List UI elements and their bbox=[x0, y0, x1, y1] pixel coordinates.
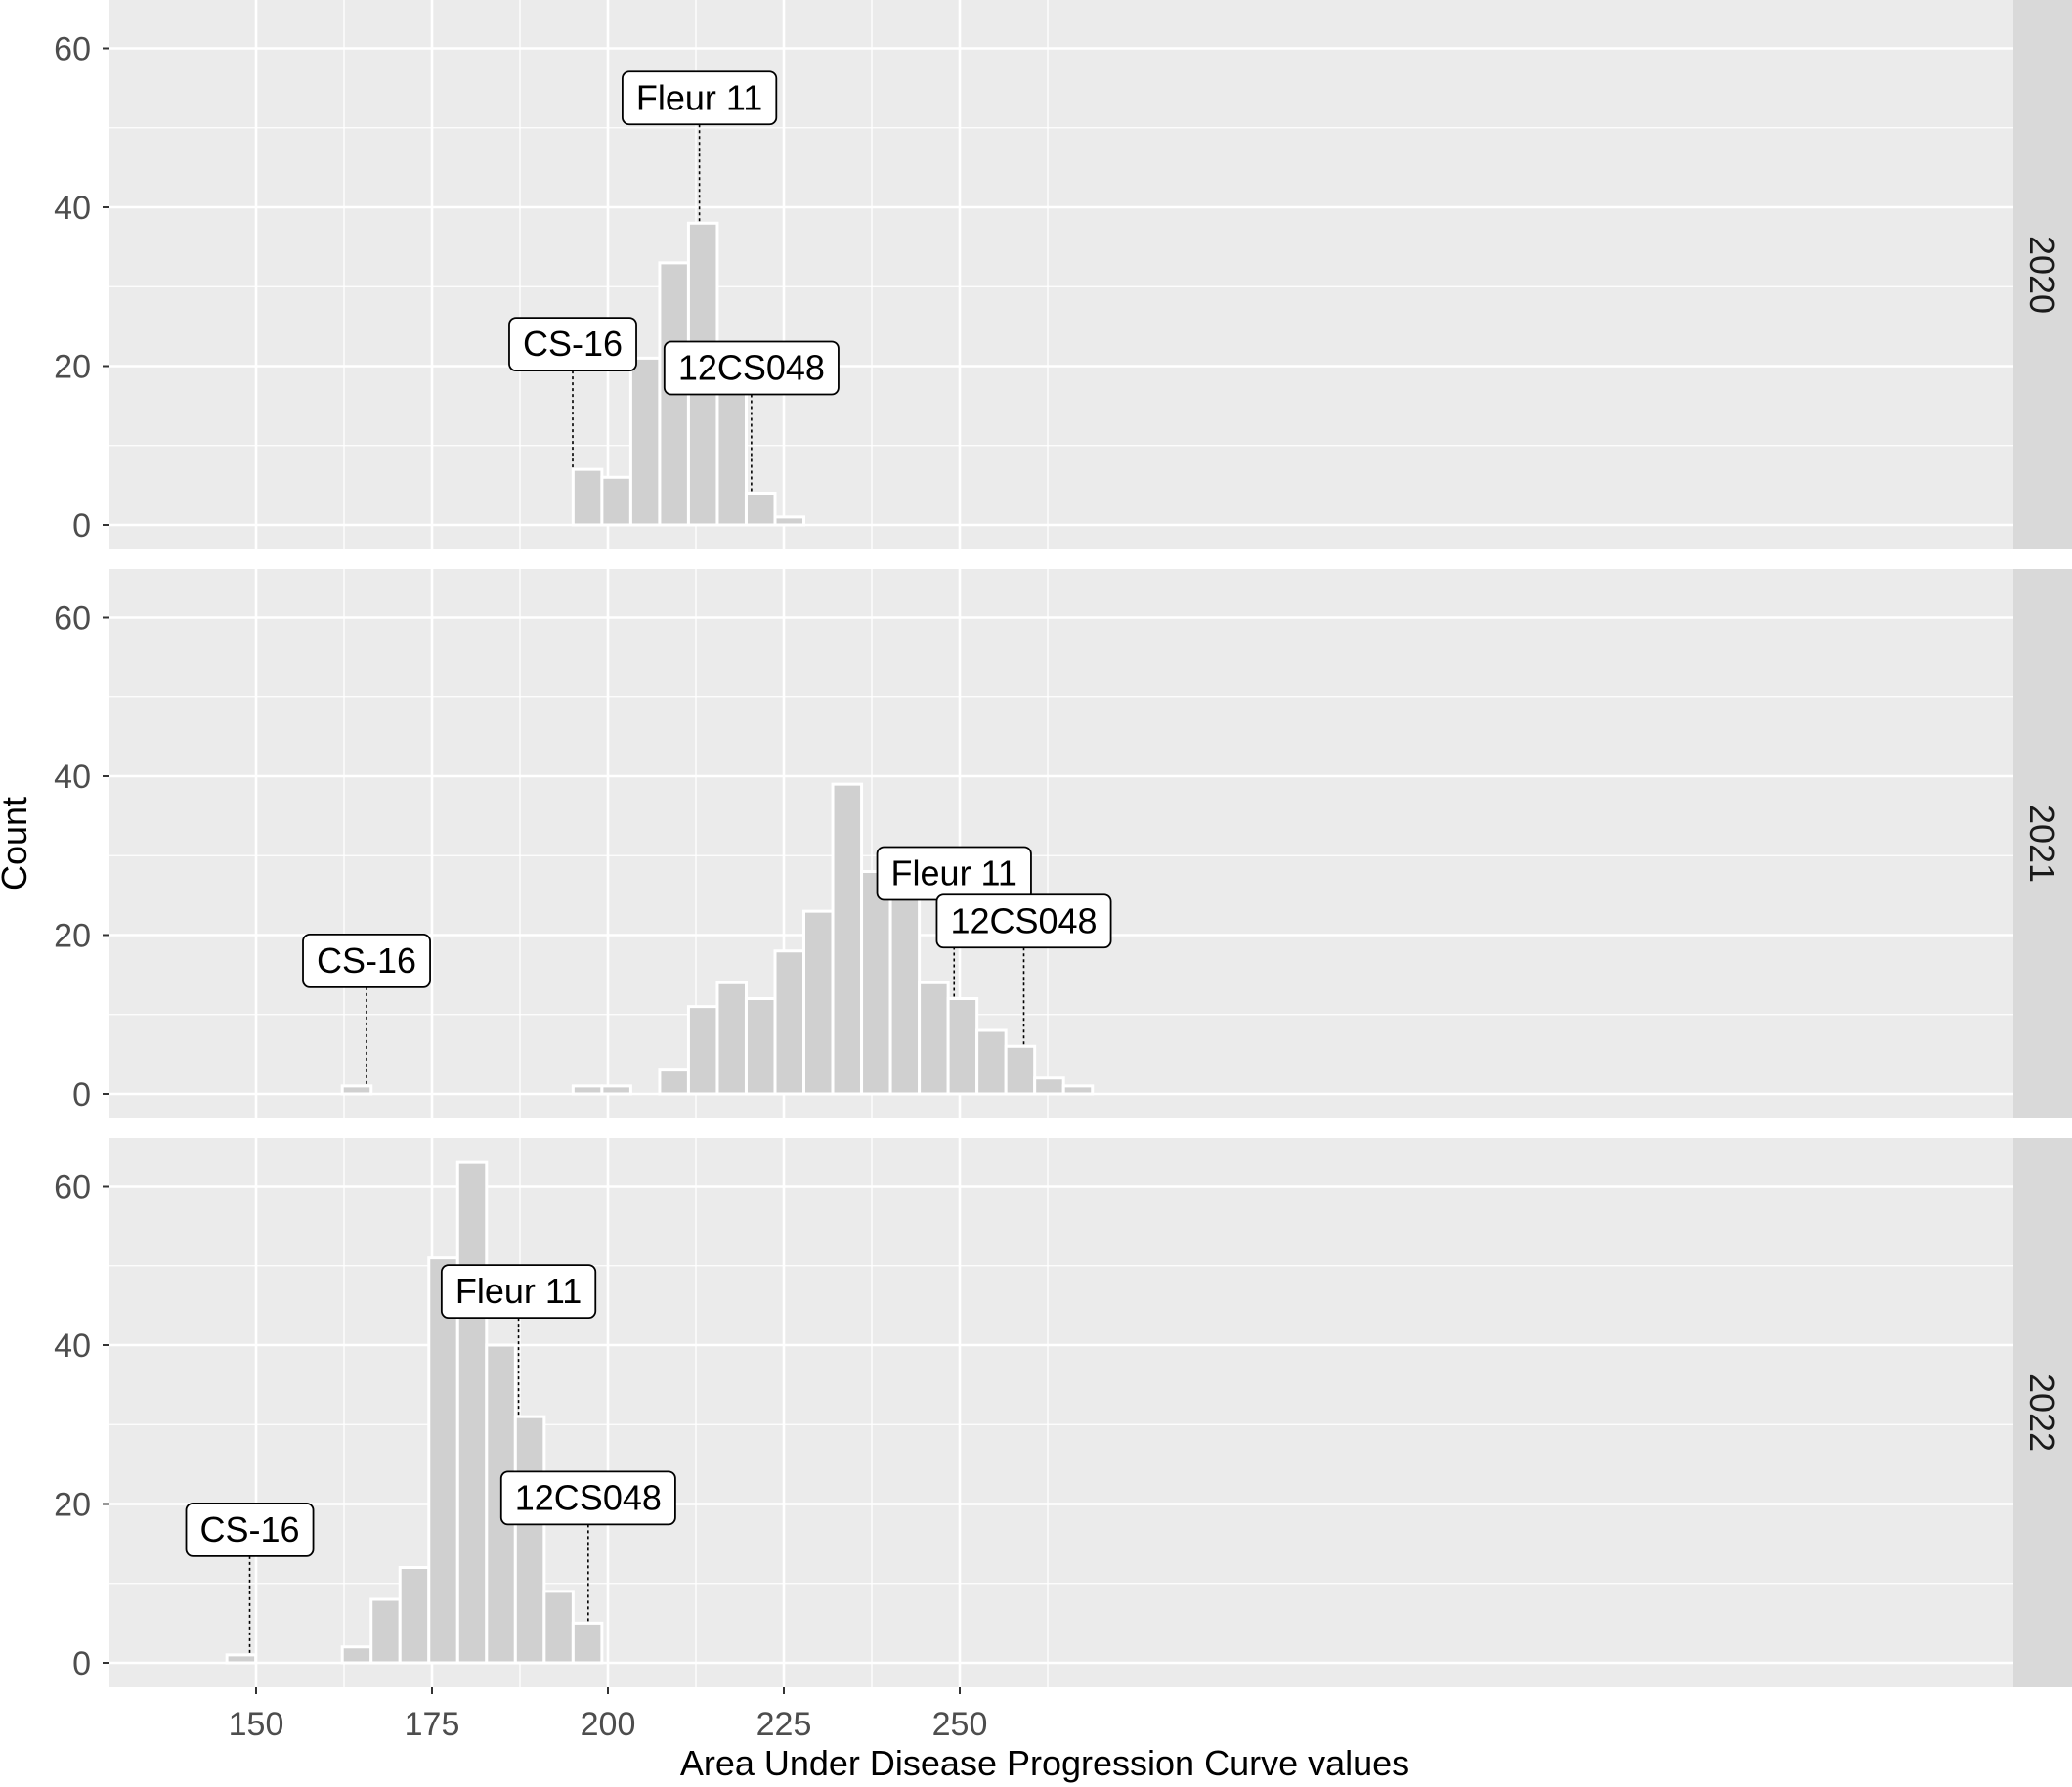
histogram-bar bbox=[744, 492, 777, 527]
y-tick-label: 40 bbox=[54, 190, 91, 227]
x-tick-label: 150 bbox=[229, 1706, 284, 1743]
histogram-bar bbox=[571, 1084, 604, 1096]
facet-strip bbox=[2013, 569, 2072, 1118]
y-tick-label: 0 bbox=[72, 1645, 91, 1682]
histogram-bar bbox=[369, 1597, 402, 1665]
genotype-label-box bbox=[499, 1470, 676, 1526]
genotype-label-text: 12CS048 bbox=[515, 1477, 662, 1517]
histogram-bar bbox=[225, 1653, 258, 1665]
y-tick-label: 40 bbox=[54, 759, 91, 796]
x-axis: 150 175 200 225 250 bbox=[229, 1687, 988, 1743]
histogram-bar bbox=[1004, 1044, 1037, 1096]
facet-panel-2022: 0 20 40 60 2022 CS-16 Fleur 11 12CS048 bbox=[54, 1138, 2072, 1687]
genotype-label-box bbox=[663, 340, 840, 396]
histogram-bar bbox=[715, 981, 748, 1096]
histogram-bar bbox=[427, 1256, 459, 1665]
histogram-bar bbox=[398, 1566, 431, 1665]
facet-strip-label: 2021 bbox=[2022, 805, 2062, 883]
y-tick-label: 60 bbox=[54, 600, 91, 637]
y-axis-title: Count bbox=[0, 797, 34, 891]
facet-strip bbox=[2013, 1138, 2072, 1687]
y-tick-label: 20 bbox=[54, 1487, 91, 1524]
histogram-bar bbox=[686, 1005, 719, 1096]
genotype-label: CS-16 bbox=[302, 933, 431, 1086]
genotype-label-box bbox=[302, 933, 431, 988]
y-tick-label: 40 bbox=[54, 1328, 91, 1365]
genotype-label-box bbox=[935, 894, 1112, 949]
genotype-label-text: Fleur 11 bbox=[455, 1271, 582, 1311]
genotype-label-box bbox=[185, 1502, 315, 1557]
histogram-bar bbox=[1061, 1084, 1095, 1096]
genotype-label: CS-16 bbox=[185, 1502, 315, 1655]
genotype-label: 12CS048 bbox=[663, 340, 840, 494]
histogram-bar bbox=[831, 782, 864, 1096]
histogram-bar bbox=[888, 870, 922, 1096]
facet-strip bbox=[2013, 0, 2072, 549]
y-tick-label: 60 bbox=[54, 1169, 91, 1206]
genotype-label-box bbox=[508, 317, 637, 372]
genotype-label-text: CS-16 bbox=[317, 940, 416, 981]
y-tick-label: 20 bbox=[54, 349, 91, 386]
x-tick-label: 175 bbox=[405, 1706, 460, 1743]
y-tick-label: 0 bbox=[72, 1076, 91, 1113]
facet-panel-2021: 0 20 40 60 2021 CS-16 Fleur 11 12CS048 bbox=[54, 569, 2072, 1118]
genotype-label-box bbox=[621, 70, 778, 126]
histogram-bar bbox=[946, 997, 979, 1096]
y-tick-label: 60 bbox=[54, 31, 91, 68]
x-tick-label: 200 bbox=[581, 1706, 636, 1743]
histogram-bar bbox=[340, 1084, 373, 1096]
histogram-bar bbox=[802, 909, 835, 1096]
genotype-label: Fleur 11 bbox=[440, 1264, 597, 1417]
panel-background bbox=[109, 569, 2013, 1118]
y-tick-label: 20 bbox=[54, 918, 91, 955]
genotype-label-text: Fleur 11 bbox=[636, 77, 762, 117]
genotype-label-text: 12CS048 bbox=[950, 900, 1097, 940]
facet-panel-2020: 0 20 40 60 2020 CS-16 Fleur 11 12CS048 bbox=[54, 0, 2072, 549]
genotype-label-text: CS-16 bbox=[523, 324, 623, 364]
genotype-label-text: 12CS048 bbox=[678, 348, 825, 388]
genotype-label: Fleur 11 bbox=[876, 846, 1032, 999]
genotype-label-text: Fleur 11 bbox=[891, 853, 1017, 894]
histogram-bar bbox=[773, 949, 806, 1096]
x-tick-label: 250 bbox=[932, 1706, 988, 1743]
panel-background bbox=[109, 0, 2013, 549]
genotype-label: CS-16 bbox=[508, 317, 637, 470]
histogram-bar bbox=[340, 1645, 373, 1665]
histogram-bar bbox=[975, 1028, 1008, 1096]
genotype-label: 12CS048 bbox=[499, 1470, 676, 1624]
genotype-label-box bbox=[440, 1264, 597, 1320]
histogram-bar bbox=[571, 467, 604, 527]
histogram-bar bbox=[455, 1160, 489, 1665]
histogram-bar bbox=[658, 1068, 690, 1096]
histogram-bar bbox=[600, 475, 632, 527]
histogram-bar bbox=[773, 515, 806, 527]
x-tick-label: 225 bbox=[756, 1706, 812, 1743]
facet-panels: 0 20 40 60 2020 CS-16 Fleur 11 12CS048 0 20 40 60 20… bbox=[54, 0, 2072, 1687]
histogram-bar bbox=[918, 981, 950, 1096]
genotype-label-text: CS-16 bbox=[199, 1509, 299, 1549]
genotype-label: 12CS048 bbox=[935, 894, 1112, 1047]
histogram-bar bbox=[860, 870, 892, 1096]
histogram-bar bbox=[513, 1415, 546, 1665]
x-axis-title: Area Under Disease Progression Curve val… bbox=[680, 1743, 1409, 1783]
histogram-bar bbox=[542, 1590, 575, 1665]
histogram-bar bbox=[744, 997, 777, 1096]
genotype-label: Fleur 11 bbox=[621, 70, 778, 224]
histogram-bar bbox=[571, 1621, 604, 1665]
histogram-bar bbox=[628, 356, 662, 527]
facet-strip-label: 2022 bbox=[2022, 1373, 2062, 1452]
y-tick-label: 0 bbox=[72, 507, 91, 545]
histogram-bar bbox=[1033, 1076, 1065, 1096]
facet-strip-label: 2020 bbox=[2022, 236, 2062, 314]
histogram-bar bbox=[600, 1084, 632, 1096]
